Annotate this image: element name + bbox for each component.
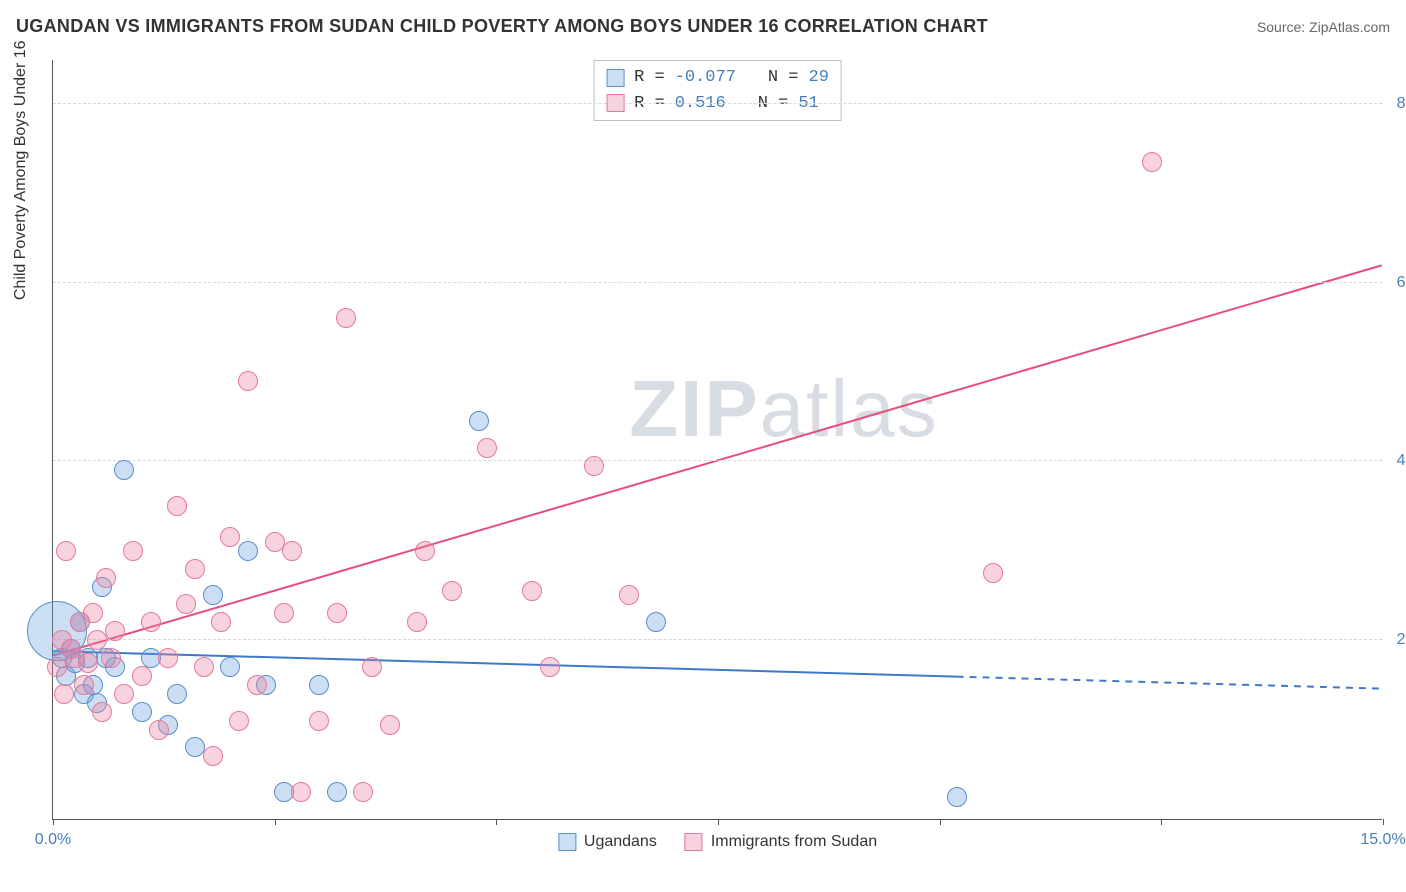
data-point (407, 612, 427, 632)
data-point (983, 563, 1003, 583)
data-point (336, 308, 356, 328)
legend-swatch (558, 833, 576, 851)
trend-lines-svg (53, 60, 1382, 819)
series-legend: Ugandans Immigrants from Sudan (558, 833, 877, 851)
grid-line (53, 282, 1382, 283)
x-tick (275, 819, 276, 825)
data-point (282, 541, 302, 561)
series-legend-label: Ugandans (584, 833, 657, 851)
data-point (380, 715, 400, 735)
grid-line (53, 103, 1382, 104)
watermark-bold: ZIP (629, 364, 759, 453)
data-point (158, 648, 178, 668)
y-tick-label: 80.0% (1387, 95, 1406, 113)
data-point (327, 782, 347, 802)
data-point (203, 585, 223, 605)
data-point (167, 496, 187, 516)
data-point (646, 612, 666, 632)
legend-swatch (685, 833, 703, 851)
r-label: R = (634, 65, 665, 91)
data-point (238, 541, 258, 561)
data-point (220, 657, 240, 677)
data-point (415, 541, 435, 561)
data-point (229, 711, 249, 731)
trend-line-dashed (957, 677, 1382, 689)
x-tick (1383, 819, 1384, 825)
x-tick (940, 819, 941, 825)
data-point (185, 559, 205, 579)
x-tick (53, 819, 54, 825)
data-point (522, 581, 542, 601)
data-point (362, 657, 382, 677)
grid-line (53, 460, 1382, 461)
data-point (274, 603, 294, 623)
x-tick-label: 0.0% (35, 831, 71, 849)
data-point (105, 621, 125, 641)
data-point (141, 612, 161, 632)
data-point (194, 657, 214, 677)
data-point (238, 371, 258, 391)
data-point (56, 541, 76, 561)
data-point (203, 746, 223, 766)
data-point (1142, 152, 1162, 172)
series-legend-item: Ugandans (558, 833, 657, 851)
x-tick (496, 819, 497, 825)
series-legend-item: Immigrants from Sudan (685, 833, 877, 851)
watermark: ZIPatlas (629, 363, 938, 455)
data-point (78, 653, 98, 673)
x-tick-label: 15.0% (1360, 831, 1405, 849)
y-tick-label: 60.0% (1387, 274, 1406, 292)
series-legend-label: Immigrants from Sudan (711, 833, 877, 851)
data-point (477, 438, 497, 458)
stat-legend: R =-0.077N =29R = 0.516N =51 (593, 60, 842, 121)
trend-line (53, 651, 956, 677)
data-point (132, 702, 152, 722)
data-point (211, 612, 231, 632)
data-point (74, 675, 94, 695)
data-point (123, 541, 143, 561)
n-label: N = (768, 65, 799, 91)
data-point (540, 657, 560, 677)
watermark-light: atlas (760, 364, 939, 453)
data-point (132, 666, 152, 686)
data-point (442, 581, 462, 601)
data-point (619, 585, 639, 605)
stat-legend-row: R = -0.077 N = 29 (606, 65, 829, 91)
data-point (167, 684, 187, 704)
data-point (469, 411, 489, 431)
data-point (584, 456, 604, 476)
data-point (327, 603, 347, 623)
data-point (96, 568, 116, 588)
data-point (176, 594, 196, 614)
plot-area: ZIPatlas R =-0.077N =29R = 0.516N =51 Ug… (52, 60, 1382, 820)
data-point (114, 460, 134, 480)
source-label: Source: ZipAtlas.com (1257, 19, 1390, 35)
n-value: 29 (809, 65, 829, 91)
data-point (291, 782, 311, 802)
y-tick-label: 40.0% (1387, 452, 1406, 470)
data-point (247, 675, 267, 695)
x-tick (718, 819, 719, 825)
data-point (83, 603, 103, 623)
x-tick (1161, 819, 1162, 825)
title-bar: UGANDAN VS IMMIGRANTS FROM SUDAN CHILD P… (16, 16, 1390, 37)
data-point (353, 782, 373, 802)
y-tick-label: 20.0% (1387, 631, 1406, 649)
data-point (309, 675, 329, 695)
data-point (220, 527, 240, 547)
data-point (947, 787, 967, 807)
data-point (92, 702, 112, 722)
r-value: -0.077 (675, 65, 736, 91)
data-point (149, 720, 169, 740)
data-point (101, 648, 121, 668)
data-point (54, 684, 74, 704)
chart-title: UGANDAN VS IMMIGRANTS FROM SUDAN CHILD P… (16, 16, 988, 37)
grid-line (53, 639, 1382, 640)
data-point (114, 684, 134, 704)
data-point (309, 711, 329, 731)
y-axis-label: Child Poverty Among Boys Under 16 (12, 40, 30, 300)
legend-swatch (606, 69, 624, 87)
